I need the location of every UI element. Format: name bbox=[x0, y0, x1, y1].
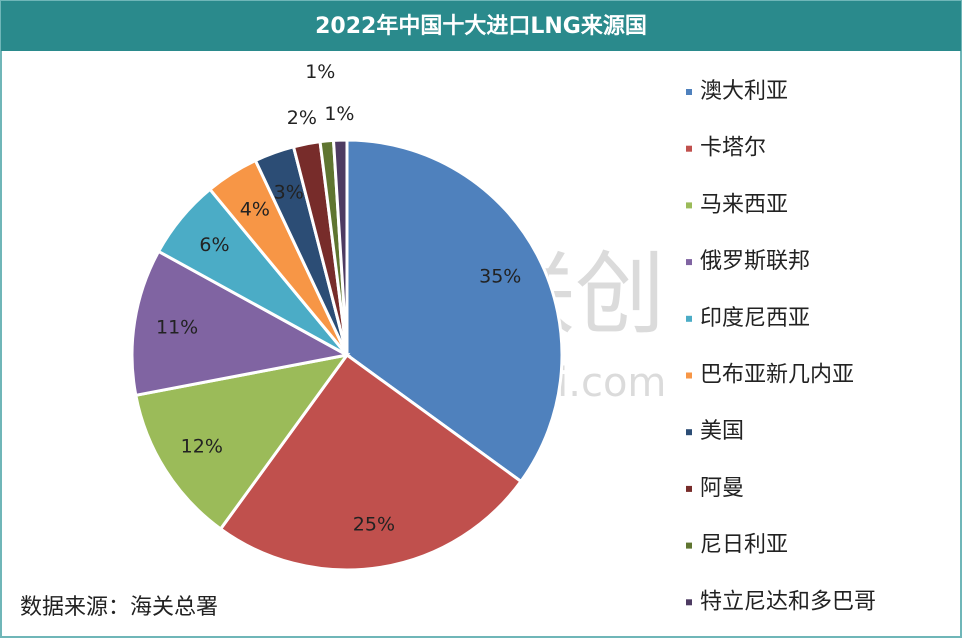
legend-label: 特立尼达和多巴哥 bbox=[700, 589, 876, 614]
legend-label: 印度尼西亚 bbox=[700, 306, 810, 331]
legend-label: 阿曼 bbox=[700, 476, 744, 501]
pie-slice bbox=[218, 352, 524, 572]
legend-label: 澳大利亚 bbox=[700, 79, 788, 104]
data-label: 2% bbox=[287, 107, 317, 129]
data-label: 25% bbox=[353, 513, 395, 535]
pie-slice bbox=[331, 138, 349, 356]
legend-label: 美国 bbox=[700, 419, 744, 444]
pie-slice bbox=[130, 249, 352, 398]
legend-swatch bbox=[686, 315, 692, 322]
data-label: 35% bbox=[479, 265, 521, 287]
data-label: 6% bbox=[199, 234, 229, 256]
legend-swatch bbox=[686, 429, 692, 436]
legend-swatch bbox=[686, 542, 692, 549]
legend-swatch bbox=[686, 599, 692, 606]
data-label: 1% bbox=[305, 61, 335, 83]
pie-slice bbox=[134, 352, 351, 532]
data-label: 1% bbox=[324, 103, 354, 125]
legend-label: 马来西亚 bbox=[700, 192, 788, 217]
data-label: 11% bbox=[156, 317, 198, 339]
legend-label: 尼日利亚 bbox=[700, 533, 788, 558]
legend-swatch bbox=[686, 145, 692, 152]
legend-swatch bbox=[686, 485, 692, 492]
legend-swatch bbox=[686, 259, 692, 266]
chart-title: 2022年中国十大进口LNG来源国 bbox=[315, 13, 647, 39]
pie-slice bbox=[345, 138, 564, 484]
legend-swatch bbox=[686, 202, 692, 209]
legend-label: 卡塔尔 bbox=[700, 136, 766, 161]
source-note: 数据来源：海关总署 bbox=[20, 595, 218, 620]
legend-label: 巴布亚新几内亚 bbox=[700, 363, 854, 388]
data-label: 12% bbox=[181, 436, 223, 458]
data-label: 4% bbox=[240, 198, 270, 220]
title-bar bbox=[1, 1, 961, 51]
legend-swatch bbox=[686, 372, 692, 379]
legend-label: 俄罗斯联邦 bbox=[700, 249, 810, 274]
data-label: 3% bbox=[274, 182, 304, 204]
legend-swatch bbox=[686, 89, 692, 95]
